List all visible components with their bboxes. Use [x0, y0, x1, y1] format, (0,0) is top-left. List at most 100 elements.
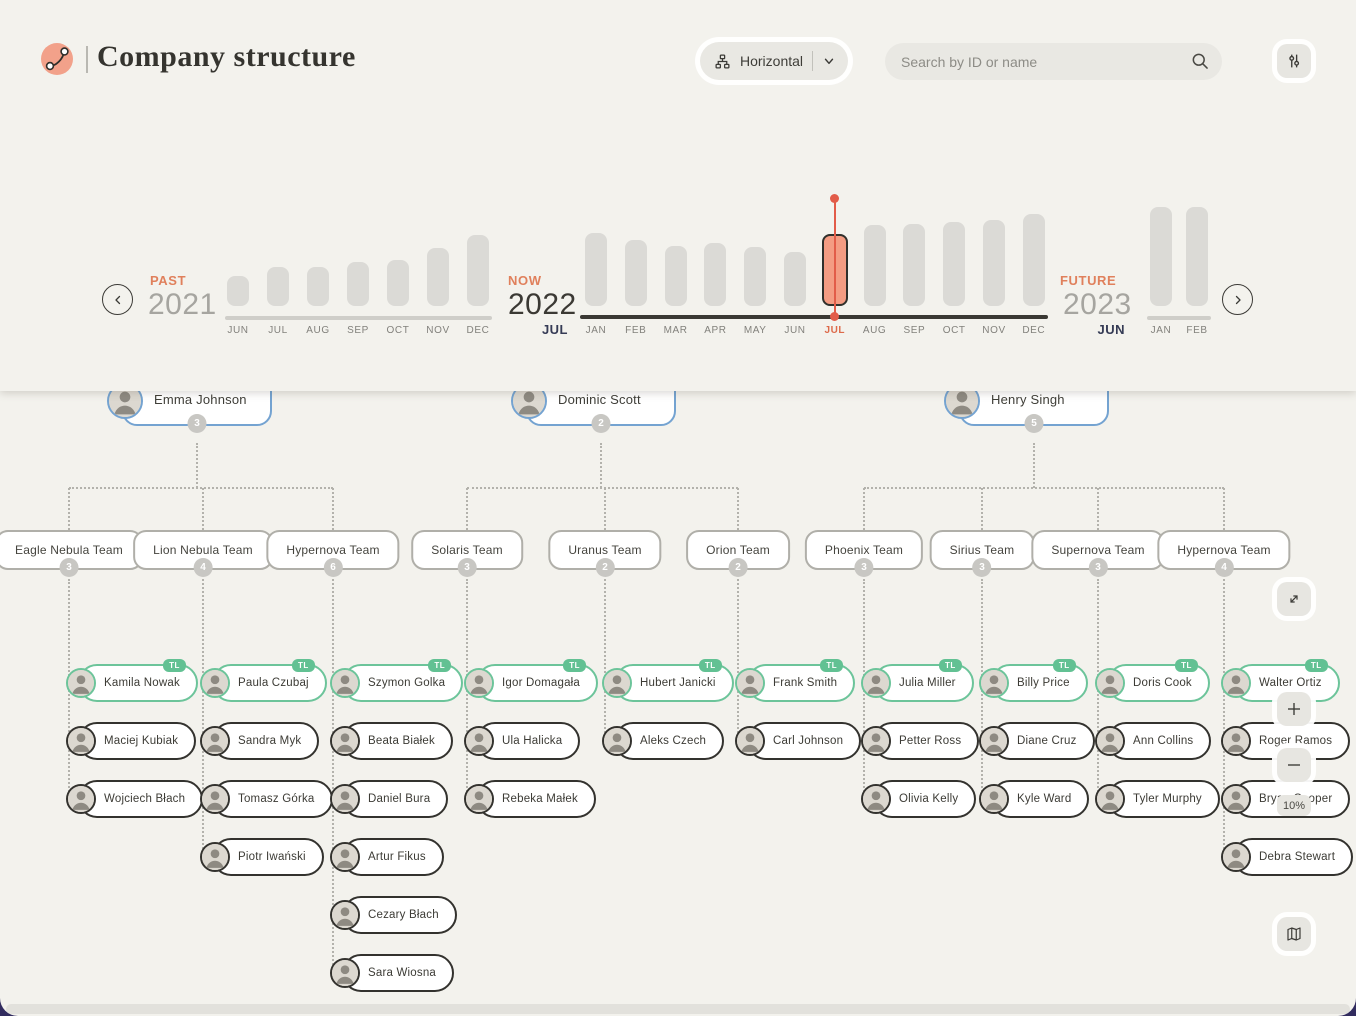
member-card[interactable]: Tyler Murphy — [1095, 780, 1220, 818]
member-card[interactable]: Sandra Myk — [200, 722, 320, 760]
member-name: Maciej Kubiak — [104, 735, 179, 747]
timeline-month-bar[interactable] — [704, 243, 727, 306]
search-field — [885, 43, 1222, 80]
connector-line — [68, 488, 70, 530]
member-name: Igor Domagała — [502, 677, 581, 689]
member-card[interactable]: Frank Smith TL — [735, 659, 856, 702]
member-card[interactable]: Debra Stewart — [1221, 838, 1354, 876]
timeline-month-bar[interactable] — [267, 267, 289, 306]
member-card[interactable]: Rebeka Małek — [464, 780, 596, 818]
avatar — [861, 726, 891, 756]
timeline-month-bar[interactable] — [1150, 207, 1172, 306]
member-card[interactable]: Diane Cruz — [979, 722, 1095, 760]
team-name: Eagle Nebula Team — [15, 543, 123, 557]
member-card[interactable]: Piotr Iwański — [200, 838, 324, 876]
member-name: Billy Price — [1017, 677, 1070, 689]
team-card[interactable]: Hypernova Team 4 — [1157, 530, 1291, 577]
member-card[interactable]: Roger Ramos — [1221, 722, 1351, 760]
future-year: 2023 — [1063, 288, 1132, 321]
member-card[interactable]: Paula Czubaj TL — [200, 659, 327, 702]
minimap-button[interactable] — [1277, 917, 1311, 951]
timeline-next-button[interactable] — [1222, 284, 1253, 315]
count-badge: 3 — [854, 558, 874, 577]
timeline-month-bar[interactable] — [664, 246, 687, 306]
avatar — [602, 726, 632, 756]
team-name: Phoenix Team — [824, 543, 904, 557]
layout-selector-dropdown[interactable]: Horizontal — [700, 42, 849, 80]
avatar — [1095, 668, 1125, 698]
timeline-month-bar[interactable] — [1186, 207, 1208, 306]
timeline-month-bar[interactable] — [784, 252, 806, 306]
member-name: Diane Cruz — [1017, 735, 1077, 747]
team-card[interactable]: Sirius Team 3 — [929, 530, 1035, 577]
timeline-month-bar[interactable] — [307, 267, 329, 306]
member-card[interactable]: Artur Fikus — [330, 838, 444, 876]
search-icon[interactable] — [1190, 51, 1210, 71]
member-card[interactable]: Doris Cook TL — [1095, 659, 1210, 702]
member-card[interactable]: Igor Domagała TL — [464, 659, 599, 702]
team-name: Orion Team — [706, 543, 770, 557]
avatar — [330, 842, 360, 872]
team-card[interactable]: Eagle Nebula Team 3 — [0, 530, 143, 577]
team-card[interactable]: Uranus Team 2 — [548, 530, 662, 577]
zoom-out-button[interactable] — [1277, 748, 1311, 782]
timeline-month-bar[interactable] — [467, 235, 489, 306]
timeline-month-bar[interactable] — [863, 225, 886, 306]
timeline-month-bar[interactable] — [983, 220, 1005, 306]
avatar — [979, 726, 1009, 756]
member-card[interactable]: Szymon Golka TL — [330, 659, 464, 702]
timeline-month-bar[interactable] — [943, 222, 966, 306]
timeline-month-bar[interactable] — [1022, 214, 1045, 306]
timeline-prev-button[interactable] — [102, 284, 133, 315]
avatar — [200, 668, 230, 698]
team-name: Hypernova Team — [1177, 543, 1271, 557]
timeline-month-bar[interactable] — [227, 276, 249, 306]
timeline-month-bar[interactable] — [903, 224, 926, 306]
member-card[interactable]: Hubert Janicki TL — [602, 659, 734, 702]
timeline-month-bar[interactable] — [585, 233, 607, 306]
member-card[interactable]: Julia Miller TL — [861, 659, 974, 702]
zoom-in-button[interactable] — [1277, 692, 1311, 726]
team-card[interactable]: Solaris Team 3 — [411, 530, 523, 577]
team-card[interactable]: Hypernova Team 6 — [266, 530, 400, 577]
member-card[interactable]: Olivia Kelly — [861, 780, 977, 818]
member-card[interactable]: Daniel Bura — [330, 780, 449, 818]
member-card[interactable]: Ula Halicka — [464, 722, 581, 760]
member-card[interactable]: Ann Collins — [1095, 722, 1212, 760]
member-card[interactable]: Wojciech Błach — [66, 780, 204, 818]
connector-line — [737, 579, 739, 741]
avatar — [979, 668, 1009, 698]
member-card[interactable]: Kyle Ward — [979, 780, 1090, 818]
team-card[interactable]: Supernova Team 3 — [1031, 530, 1165, 577]
member-card[interactable]: Maciej Kubiak — [66, 722, 197, 760]
team-card[interactable]: Lion Nebula Team 4 — [133, 530, 273, 577]
team-lead-badge: TL — [163, 659, 186, 672]
member-card[interactable]: Beata Białek — [330, 722, 453, 760]
member-card[interactable]: Tomasz Górka — [200, 780, 333, 818]
member-card[interactable]: Aleks Czech — [602, 722, 725, 760]
member-name: Piotr Iwański — [238, 851, 306, 863]
horizontal-scrollbar[interactable] — [6, 1004, 1350, 1014]
member-card[interactable]: Cezary Błach — [330, 896, 457, 934]
team-card[interactable]: Orion Team 2 — [686, 530, 790, 577]
member-card[interactable]: Kamila Nowak TL — [66, 659, 198, 702]
filters-button[interactable] — [1277, 44, 1311, 78]
timeline-month-label: NOV — [982, 325, 1006, 336]
timeline-month-bar[interactable] — [347, 262, 369, 306]
count-badge: 3 — [1088, 558, 1108, 577]
count-badge: 3 — [972, 558, 992, 577]
timeline-month-bar[interactable] — [624, 240, 647, 306]
search-input[interactable] — [885, 43, 1222, 80]
timeline-month-bar[interactable] — [387, 260, 409, 306]
expand-button[interactable] — [1277, 582, 1311, 616]
member-card[interactable]: Billy Price TL — [979, 659, 1088, 702]
member-name: Debra Stewart — [1259, 851, 1336, 863]
avatar — [330, 958, 360, 988]
team-card[interactable]: Phoenix Team 3 — [804, 530, 924, 577]
member-name: Sandra Myk — [238, 735, 302, 747]
member-card[interactable]: Carl Johnson — [735, 722, 862, 760]
member-card[interactable]: Sara Wiosna — [330, 954, 455, 992]
timeline-month-bar[interactable] — [427, 248, 449, 306]
member-card[interactable]: Petter Ross — [861, 722, 980, 760]
timeline-month-bar[interactable] — [744, 247, 767, 306]
